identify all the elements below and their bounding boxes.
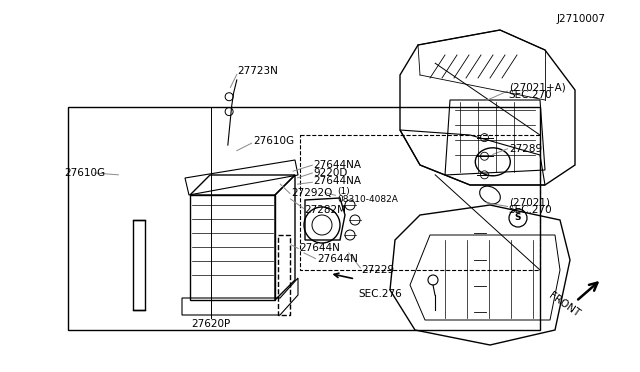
Text: 27289: 27289 [509,144,542,154]
Text: 27610G: 27610G [64,168,105,178]
Text: 27620P: 27620P [191,319,231,328]
Text: 27644NA: 27644NA [314,176,362,186]
Text: 27723N: 27723N [237,66,278,76]
Text: SEC.276: SEC.276 [358,289,402,299]
Text: 27292Q: 27292Q [291,189,333,198]
Text: (27021+A): (27021+A) [509,83,566,92]
Text: 27644N: 27644N [317,254,358,263]
Text: S: S [515,214,521,222]
Bar [300,135,540,270]
Text: 27644N: 27644N [300,244,340,253]
Text: (1): (1) [337,187,350,196]
Text: J2710007: J2710007 [557,14,606,23]
Text: 9220D: 9220D [314,168,348,178]
Text: 27229: 27229 [362,265,395,275]
Text: SEC.270: SEC.270 [509,90,552,100]
Text: (27021): (27021) [509,198,550,208]
Text: 08310-4082A: 08310-4082A [337,195,398,203]
Text: 27282M: 27282M [304,205,346,215]
Text: FRONT: FRONT [547,291,582,319]
Bar [68,107,540,330]
Text: SEC.270: SEC.270 [509,205,552,215]
Text: 27610G: 27610G [253,137,294,146]
Text: 27644NA: 27644NA [314,160,362,170]
